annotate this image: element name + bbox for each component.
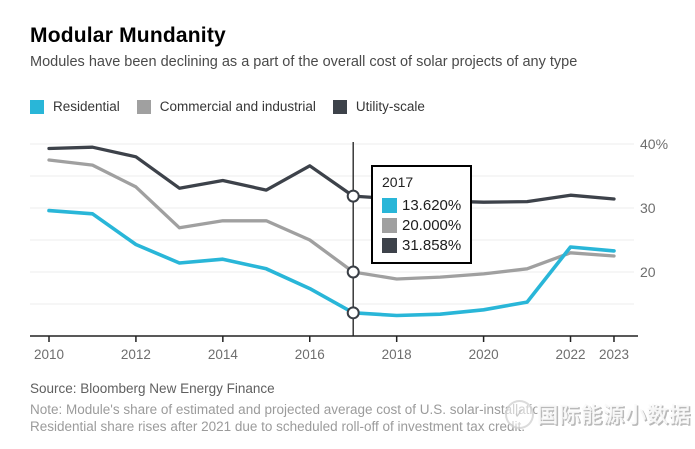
legend-item-commercial: Commercial and industrial: [136, 99, 316, 114]
x-tick-label: 2014: [208, 347, 239, 362]
tooltip-value: 13.620%: [402, 197, 462, 214]
x-tick-label: 2018: [382, 347, 412, 362]
utility-swatch-icon: [332, 99, 347, 114]
watermark: ✓ 国际能源小数据: [505, 399, 691, 429]
legend-label: Residential: [53, 99, 120, 114]
tooltip-year: 2017: [382, 174, 414, 190]
watermark-text: 国际能源小数据: [537, 404, 691, 427]
watermark-logo-icon: ✓: [505, 399, 534, 429]
chart-subtitle: Modules have been declining as a part of…: [30, 54, 578, 70]
commercial-swatch-icon: [382, 218, 397, 233]
y-tick-label: 40%: [640, 136, 668, 152]
crosshair-point: [346, 265, 360, 279]
x-tick-label: 2010: [34, 347, 64, 362]
crosshair-tooltip: 2017 13.620% 20.000% 31.858%: [371, 165, 472, 264]
series-line-utility-scale[interactable]: [47, 145, 616, 204]
series-line-residential[interactable]: [47, 208, 616, 318]
line-chart-plot-area[interactable]: 2010 2012 2014 2016 2018 2020 2022 2023 40% 30 20: [0, 130, 695, 380]
commercial-swatch-icon: [136, 99, 151, 114]
tooltip-value: 31.858%: [402, 237, 462, 254]
tooltip-value: 20.000%: [402, 217, 462, 234]
note-line-1: Note: Module's share of estimated and pr…: [30, 402, 558, 417]
tooltip-row: 20.000%: [382, 217, 462, 234]
page-title: Modular Mundanity: [30, 24, 226, 47]
note-text: Note: Module's share of estimated and pr…: [30, 402, 680, 435]
x-tick-label: 2022: [555, 347, 585, 362]
y-tick-label: 20: [640, 264, 656, 280]
crosshair-point: [346, 306, 360, 320]
x-tick-label: 2012: [121, 347, 151, 362]
residential-swatch-icon: [382, 198, 397, 213]
crosshair-point: [346, 189, 360, 203]
y-tick-label: 30: [640, 200, 656, 216]
legend-item-residential: Residential: [30, 99, 120, 114]
note-line-2: Residential share rises after 2021 due t…: [30, 418, 526, 434]
legend-label: Commercial and industrial: [159, 99, 316, 114]
legend: Residential Commercial and industrial Ut…: [30, 99, 425, 114]
legend-item-utility: Utility-scale: [332, 99, 425, 114]
x-tick-label: 2020: [469, 347, 499, 362]
tooltip-row: 13.620%: [382, 197, 462, 214]
x-tick-label: 2016: [295, 347, 325, 362]
source-line: Source: Bloomberg New Energy Finance: [30, 381, 275, 396]
legend-label: Utility-scale: [355, 99, 425, 114]
x-tick-label: 2023: [599, 347, 629, 362]
tooltip-row: 31.858%: [382, 237, 462, 254]
residential-swatch-icon: [30, 99, 44, 114]
utility-swatch-icon: [382, 238, 397, 253]
series-line-commercial-and-industrial[interactable]: [47, 158, 616, 281]
